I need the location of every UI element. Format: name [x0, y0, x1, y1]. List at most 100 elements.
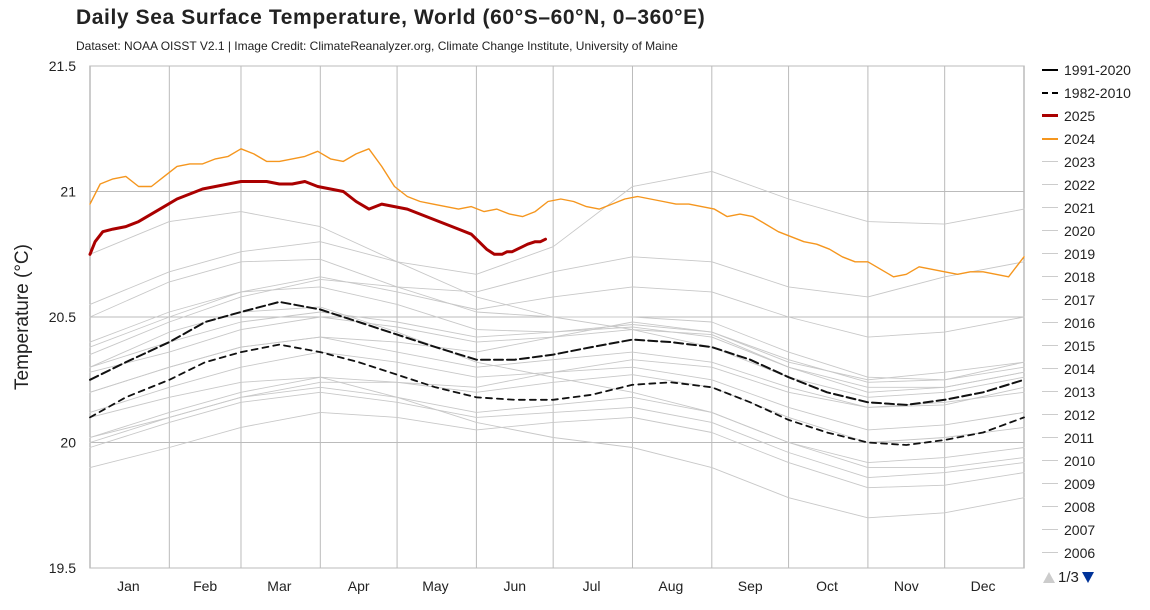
legend-swatch: [1042, 276, 1058, 277]
legend-item-2019[interactable]: 2019: [1042, 242, 1147, 265]
series-line-2024: [89, 148, 1025, 278]
legend-label: 2008: [1064, 498, 1096, 515]
legend-item-2010[interactable]: 2010: [1042, 449, 1147, 472]
legend-item-2012[interactable]: 2012: [1042, 403, 1147, 426]
legend-swatch: [1042, 253, 1058, 254]
x-tick-label: May: [422, 578, 448, 594]
x-tick-label: Nov: [894, 578, 919, 594]
legend-swatch: [1042, 529, 1058, 530]
series-line-2011: [89, 391, 1025, 479]
legend-item-1982-2010[interactable]: 1982-2010: [1042, 81, 1147, 104]
legend-item-2006[interactable]: 2006: [1042, 541, 1147, 564]
y-tick-label: 20: [60, 435, 76, 451]
legend-pager: 1/3: [1043, 569, 1094, 586]
legend-item-2017[interactable]: 2017: [1042, 288, 1147, 311]
legend-label: 2025: [1064, 107, 1096, 124]
legend-label: 2011: [1064, 429, 1095, 446]
x-tick-label: Feb: [193, 578, 217, 594]
legend-item-2023[interactable]: 2023: [1042, 150, 1147, 173]
legend-swatch: [1042, 460, 1058, 461]
legend-label: 1982-2010: [1064, 84, 1131, 101]
legend-swatch: [1042, 391, 1058, 392]
triangle-up-icon[interactable]: [1043, 572, 1055, 583]
legend: 1991-2020 1982-2010 2025 2024 2023 2022 2021 20…: [1042, 58, 1147, 564]
legend-label: 2010: [1064, 452, 1096, 469]
x-tick-label: Oct: [816, 578, 838, 594]
legend-item-2022[interactable]: 2022: [1042, 173, 1147, 196]
legend-item-1991-2020[interactable]: 1991-2020: [1042, 58, 1147, 81]
legend-item-2021[interactable]: 2021: [1042, 196, 1147, 219]
legend-swatch: [1042, 437, 1058, 438]
legend-item-2018[interactable]: 2018: [1042, 265, 1147, 288]
x-tick-label: Sep: [738, 578, 763, 594]
legend-label: 2015: [1064, 337, 1096, 354]
x-tick-label: Jul: [583, 578, 601, 594]
legend-label: 2022: [1064, 176, 1096, 193]
series-line-1991-2020: [89, 300, 1025, 406]
legend-label: 2007: [1064, 521, 1096, 538]
page-indicator: 1/3: [1058, 569, 1079, 586]
series-line-2014: [89, 321, 1025, 393]
legend-label: 2013: [1064, 383, 1096, 400]
legend-label: 2009: [1064, 475, 1096, 492]
x-tick-label: Mar: [267, 578, 291, 594]
legend-item-2016[interactable]: 2016: [1042, 311, 1147, 334]
y-tick-label: 20.5: [49, 309, 76, 325]
legend-label: 2019: [1064, 245, 1096, 262]
series-line-2015: [89, 256, 1025, 356]
series-line-2020: [89, 258, 1025, 381]
legend-label: 2006: [1064, 544, 1096, 561]
series-line-2012: [89, 374, 1025, 443]
legend-item-2015[interactable]: 2015: [1042, 334, 1147, 357]
legend-swatch: [1042, 114, 1058, 117]
legend-label: 2024: [1064, 130, 1096, 147]
legend-swatch: [1042, 161, 1058, 162]
legend-item-2007[interactable]: 2007: [1042, 518, 1147, 541]
legend-swatch: [1042, 552, 1058, 553]
y-axis-label: Temperature (°C): [12, 244, 33, 390]
legend-label: 2023: [1064, 153, 1096, 170]
legend-swatch: [1042, 68, 1058, 71]
legend-label: 2016: [1064, 314, 1096, 331]
chart-title: Daily Sea Surface Temperature, World (60…: [76, 6, 706, 29]
legend-label: 2012: [1064, 406, 1096, 423]
legend-swatch: [1042, 91, 1058, 94]
x-tick-label: Jun: [503, 578, 526, 594]
legend-label: 2014: [1064, 360, 1096, 377]
legend-swatch: [1042, 506, 1058, 507]
legend-label: 1991-2020: [1064, 61, 1131, 78]
legend-item-2011[interactable]: 2011: [1042, 426, 1147, 449]
legend-item-2013[interactable]: 2013: [1042, 380, 1147, 403]
y-tick-label: 21.5: [49, 58, 76, 74]
legend-item-2008[interactable]: 2008: [1042, 495, 1147, 518]
legend-swatch: [1042, 230, 1058, 231]
legend-item-2024[interactable]: 2024: [1042, 127, 1147, 150]
legend-swatch: [1042, 207, 1058, 208]
chart-subtitle: Dataset: NOAA OISST V2.1 | Image Credit:…: [76, 39, 678, 53]
legend-swatch: [1042, 414, 1058, 415]
y-tick-label: 21: [60, 184, 76, 200]
legend-swatch: [1042, 368, 1058, 369]
series-line-2007: [89, 376, 1025, 519]
legend-swatch: [1042, 299, 1058, 300]
series-line-2006: [89, 386, 1025, 464]
legend-item-2009[interactable]: 2009: [1042, 472, 1147, 495]
legend-swatch: [1042, 345, 1058, 346]
x-tick-label: Jan: [117, 578, 140, 594]
legend-item-2020[interactable]: 2020: [1042, 219, 1147, 242]
legend-item-2014[interactable]: 2014: [1042, 357, 1147, 380]
series-line-2025: [88, 180, 547, 256]
triangle-down-icon[interactable]: [1081, 572, 1094, 583]
series-line-2017: [89, 286, 1025, 388]
legend-label: 2021: [1064, 199, 1096, 216]
legend-label: 2018: [1064, 268, 1096, 285]
x-tick-label: Aug: [658, 578, 683, 594]
x-tick-label: Dec: [971, 578, 996, 594]
legend-swatch: [1042, 137, 1058, 140]
legend-swatch: [1042, 483, 1058, 484]
series-line-2016: [89, 211, 1025, 398]
legend-swatch: [1042, 184, 1058, 185]
legend-item-2025[interactable]: 2025: [1042, 104, 1147, 127]
y-tick-label: 19.5: [49, 560, 76, 576]
